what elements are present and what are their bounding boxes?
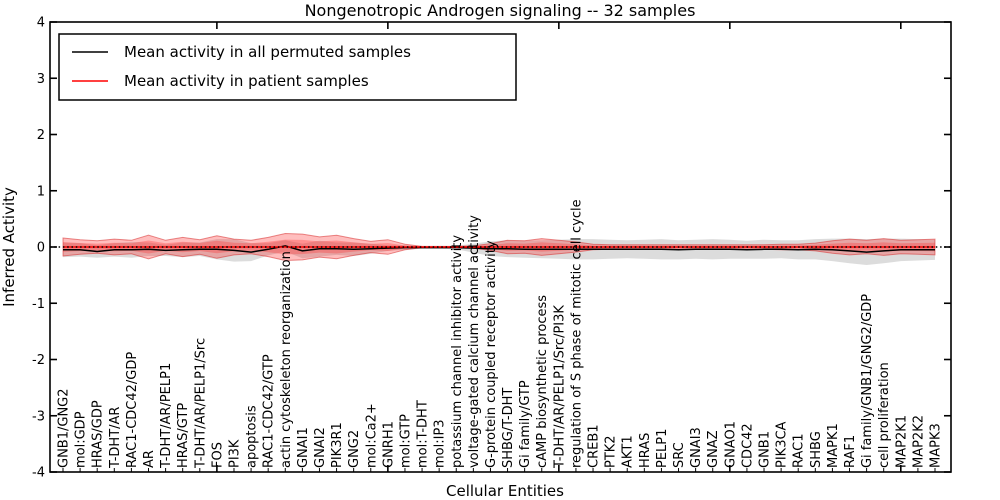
- x-category-label: mol:T-DHT: [416, 400, 431, 468]
- y-tick-label: -4: [32, 466, 45, 481]
- x-category-label: GNAZ: [706, 430, 721, 468]
- x-category-label: PELP1: [655, 429, 670, 468]
- x-category-label: HRAS/GTP: [176, 403, 191, 468]
- x-category-label: FOS: [210, 442, 225, 468]
- x-category-label: GNAO1: [723, 421, 738, 468]
- y-tick-label: 0: [37, 241, 45, 256]
- x-category-label: GNRH1: [381, 421, 396, 468]
- chart-title: Nongenotropic Androgen signaling -- 32 s…: [305, 1, 696, 20]
- x-category-label: Gi family/GNB1/GNG2/GDP: [860, 294, 875, 468]
- x-category-label: RAC1: [792, 433, 807, 468]
- x-category-label: GNAI2: [313, 427, 328, 468]
- x-category-label: cAMP biosynthetic process: [535, 295, 550, 468]
- x-category-label: SRC: [672, 442, 687, 468]
- x-category-label: GNAI3: [689, 427, 704, 468]
- x-category-label: PIK3R1: [330, 422, 345, 468]
- x-category-label: GNG2: [347, 430, 362, 468]
- x-category-label: CREB1: [587, 424, 602, 468]
- x-category-label: MAP2K2: [911, 415, 926, 468]
- legend-box: [58, 33, 517, 101]
- legend-label-patient: Mean activity in patient samples: [124, 72, 369, 90]
- x-category-label: PTK2: [604, 435, 619, 468]
- x-category-label: actin cytoskeleton reorganization: [279, 251, 294, 468]
- x-category-label: RAC1-CDC42/GTP: [262, 354, 277, 468]
- x-category-label: cell proliferation: [877, 362, 892, 468]
- x-category-label: G-protein coupled receptor activity: [484, 240, 499, 468]
- y-tick-label: 2: [37, 128, 45, 143]
- x-category-label: GNB1: [758, 431, 773, 468]
- x-category-label: regulation of S phase of mitotic cell cy…: [569, 199, 584, 468]
- permuted-mean-line: [63, 245, 935, 253]
- x-category-label: MAP2K1: [894, 415, 909, 468]
- x-axis-label: Cellular Entities: [446, 482, 564, 500]
- x-category-label: T-DHT/AR/PELP1/Src: [193, 338, 208, 469]
- x-category-label: Gi family/GTP: [518, 380, 533, 468]
- x-category-label: RAF1: [843, 435, 858, 468]
- x-category-label: T-DHT/AR: [108, 407, 123, 469]
- x-category-label: HRAS: [638, 433, 653, 468]
- x-category-label: GNAI1: [296, 427, 311, 468]
- x-category-label: mol:GDP: [74, 411, 89, 468]
- y-tick-label: -2: [32, 353, 45, 368]
- x-category-label: mol:IP3: [433, 419, 448, 468]
- y-tick-label: 3: [37, 72, 45, 87]
- x-category-label: mol:Ca2+: [364, 403, 379, 468]
- x-category-label: apoptosis: [245, 405, 260, 468]
- x-category-labels: GNB1/GNG2 mol:GDP HRAS/GDP T-DHT/AR RAC1-CDC…: [57, 199, 944, 469]
- y-tick-label: 1: [37, 184, 45, 199]
- y-tick-label: -1: [32, 297, 45, 312]
- x-category-label: AR: [142, 450, 157, 468]
- lines-layer: [50, 245, 951, 253]
- x-category-label: CDC42: [740, 423, 755, 468]
- x-category-label: HRAS/GDP: [91, 400, 106, 468]
- x-category-label: PI3K: [227, 439, 242, 468]
- legend-label-permuted: Mean activity in all permuted samples: [124, 43, 411, 61]
- y-tick-label: 4: [37, 16, 45, 31]
- x-category-label: T-DHT/AR/PELP1/Src/PI3K: [552, 305, 567, 469]
- x-category-label: RAC1-CDC42/GDP: [125, 352, 140, 468]
- x-category-label: potassium channel inhibitor activity: [450, 235, 465, 468]
- x-category-label: voltage-gated calcium channel activity: [467, 215, 482, 468]
- x-category-label: GNB1/GNG2: [57, 388, 72, 468]
- y-axis-label: Inferred Activity: [0, 187, 18, 307]
- x-category-label: MAPK3: [929, 423, 944, 468]
- x-category-label: T-DHT/AR/PELP1: [159, 363, 174, 469]
- x-category-label: MAPK1: [826, 423, 841, 468]
- x-category-label: mol:GTP: [398, 414, 413, 468]
- legend: Mean activity in all permuted samples Me…: [58, 33, 517, 101]
- x-category-label: SHBG/T-DHT: [501, 388, 516, 468]
- plot-frame: [49, 21, 952, 473]
- x-category-label: PIK3CA: [775, 421, 790, 468]
- x-category-label: SHBG: [809, 431, 824, 468]
- x-category-label: AKT1: [621, 435, 636, 468]
- y-tick-label: -3: [32, 409, 45, 424]
